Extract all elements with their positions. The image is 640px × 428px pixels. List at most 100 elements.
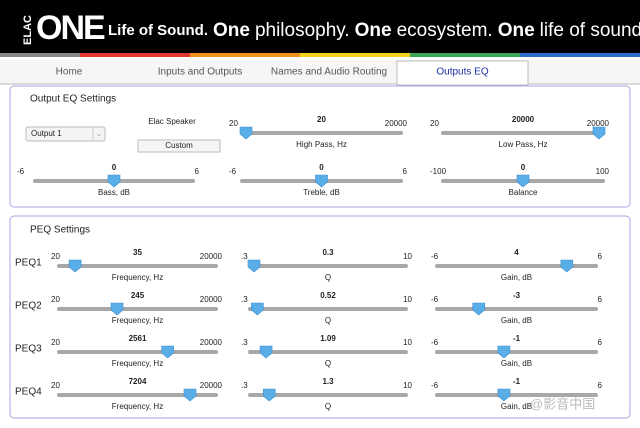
slider-max: 10 <box>403 381 412 390</box>
select-value: Output 1 <box>31 129 62 138</box>
slider-track <box>441 131 605 135</box>
tagline: Life of Sound. One philosophy. One ecosystem… <box>108 20 640 41</box>
slider-thumb[interactable] <box>259 345 273 359</box>
peq-panel <box>9 215 631 419</box>
slider-track <box>240 131 403 135</box>
slider-max: 6 <box>598 381 603 390</box>
preset-button-label[interactable]: Custom <box>165 141 193 150</box>
slider-thumb[interactable] <box>110 302 124 316</box>
slider-label: Frequency, Hz <box>112 273 163 282</box>
slider-label: Frequency, Hz <box>112 359 163 368</box>
slider-min: -100 <box>430 167 447 176</box>
slider-value: 2561 <box>129 334 147 343</box>
tagline-part: Life of Sound. <box>108 22 208 39</box>
slider-max: 6 <box>598 338 603 347</box>
slider-thumb[interactable] <box>516 174 530 188</box>
tab[interactable]: Outputs EQ <box>436 67 488 78</box>
slider-min: -6 <box>431 338 439 347</box>
slider-thumb[interactable] <box>247 259 261 273</box>
slider-thumb[interactable] <box>251 302 264 316</box>
slider-value: 0.52 <box>320 291 336 300</box>
slider-thumb[interactable] <box>497 388 511 402</box>
slider-track <box>57 307 218 311</box>
slider-label: Gain, dB <box>501 359 532 368</box>
slider-thumb[interactable] <box>239 126 253 140</box>
slider-thumb[interactable] <box>497 345 511 359</box>
slider-track <box>435 350 598 354</box>
slider-track <box>435 264 598 268</box>
slider-value: -1 <box>513 334 521 343</box>
slider-track <box>57 350 218 354</box>
slider-label: Gain, dB <box>501 273 532 282</box>
slider-value: 0 <box>112 163 117 172</box>
speaker-label: Elac Speaker <box>148 117 196 126</box>
slider-label: Frequency, Hz <box>112 402 163 411</box>
slider-label: Bass, dB <box>98 188 130 197</box>
slider-thumb[interactable] <box>107 174 121 188</box>
slider-label: Low Pass, Hz <box>499 140 548 149</box>
slider-value: 35 <box>133 248 142 257</box>
slider-track <box>435 307 598 311</box>
peq-name: PEQ1 <box>15 258 42 269</box>
slider-label: Treble, dB <box>303 188 340 197</box>
slider-thumb[interactable] <box>315 174 328 188</box>
slider-thumb[interactable] <box>183 388 197 402</box>
tab[interactable]: Inputs and Outputs <box>158 67 243 78</box>
slider-max: 6 <box>598 295 603 304</box>
slider-min: 20 <box>51 252 60 261</box>
slider-label: Q <box>325 273 331 282</box>
slider-max: 6 <box>195 167 200 176</box>
slider-min: .3 <box>241 252 248 261</box>
slider-min: -6 <box>431 381 439 390</box>
slider-thumb[interactable] <box>262 388 276 402</box>
slider-max: 20000 <box>200 381 223 390</box>
slider-value: -1 <box>513 377 521 386</box>
slider-max: 20000 <box>200 338 223 347</box>
tab[interactable]: Names and Audio Routing <box>271 67 387 78</box>
section-title: Output EQ Settings <box>30 94 116 105</box>
slider-track <box>435 393 598 397</box>
slider-label: Gain, dB <box>501 402 532 411</box>
slider-thumb[interactable] <box>560 259 574 273</box>
tagline-part: philosophy. <box>255 20 350 41</box>
slider-label: Q <box>325 359 331 368</box>
tagline-part: One <box>498 20 535 41</box>
slider-label: Q <box>325 316 331 325</box>
slider-value: -3 <box>513 291 521 300</box>
peq-name: PEQ3 <box>15 344 42 355</box>
slider-label: Q <box>325 402 331 411</box>
slider-thumb[interactable] <box>68 259 82 273</box>
slider-value: 0.3 <box>322 248 334 257</box>
output-select[interactable]: Output 1 ⌄ <box>25 126 106 142</box>
slider-max: 20000 <box>587 119 610 128</box>
slider-thumb[interactable] <box>472 302 486 316</box>
preset-button[interactable] <box>137 139 221 153</box>
slider-value: 0 <box>521 163 526 172</box>
slider-label: Gain, dB <box>501 316 532 325</box>
slider-track <box>248 350 408 354</box>
slider-max: 10 <box>403 295 412 304</box>
slider-track <box>57 264 218 268</box>
peq-name: PEQ4 <box>15 387 42 398</box>
slider-track <box>248 264 408 268</box>
slider-max: 6 <box>403 167 408 176</box>
slider-track <box>57 393 218 397</box>
slider-max: 20000 <box>385 119 408 128</box>
slider-min: .3 <box>241 381 248 390</box>
slider-max: 20000 <box>200 252 223 261</box>
slider-value: 1.09 <box>320 334 336 343</box>
section-title: PEQ Settings <box>30 225 90 236</box>
peq-name: PEQ2 <box>15 301 42 312</box>
output-eq-panel <box>9 85 631 208</box>
slider-value: 4 <box>514 248 519 257</box>
slider-max: 10 <box>403 252 412 261</box>
slider-min: 20 <box>229 119 238 128</box>
slider-min: 20 <box>51 295 60 304</box>
slider-value: 1.3 <box>322 377 334 386</box>
tab[interactable]: Home <box>56 67 83 78</box>
slider-thumb[interactable] <box>161 345 174 359</box>
slider-label: Frequency, Hz <box>112 316 163 325</box>
slider-thumb[interactable] <box>592 126 606 140</box>
slider-min: -6 <box>229 167 237 176</box>
